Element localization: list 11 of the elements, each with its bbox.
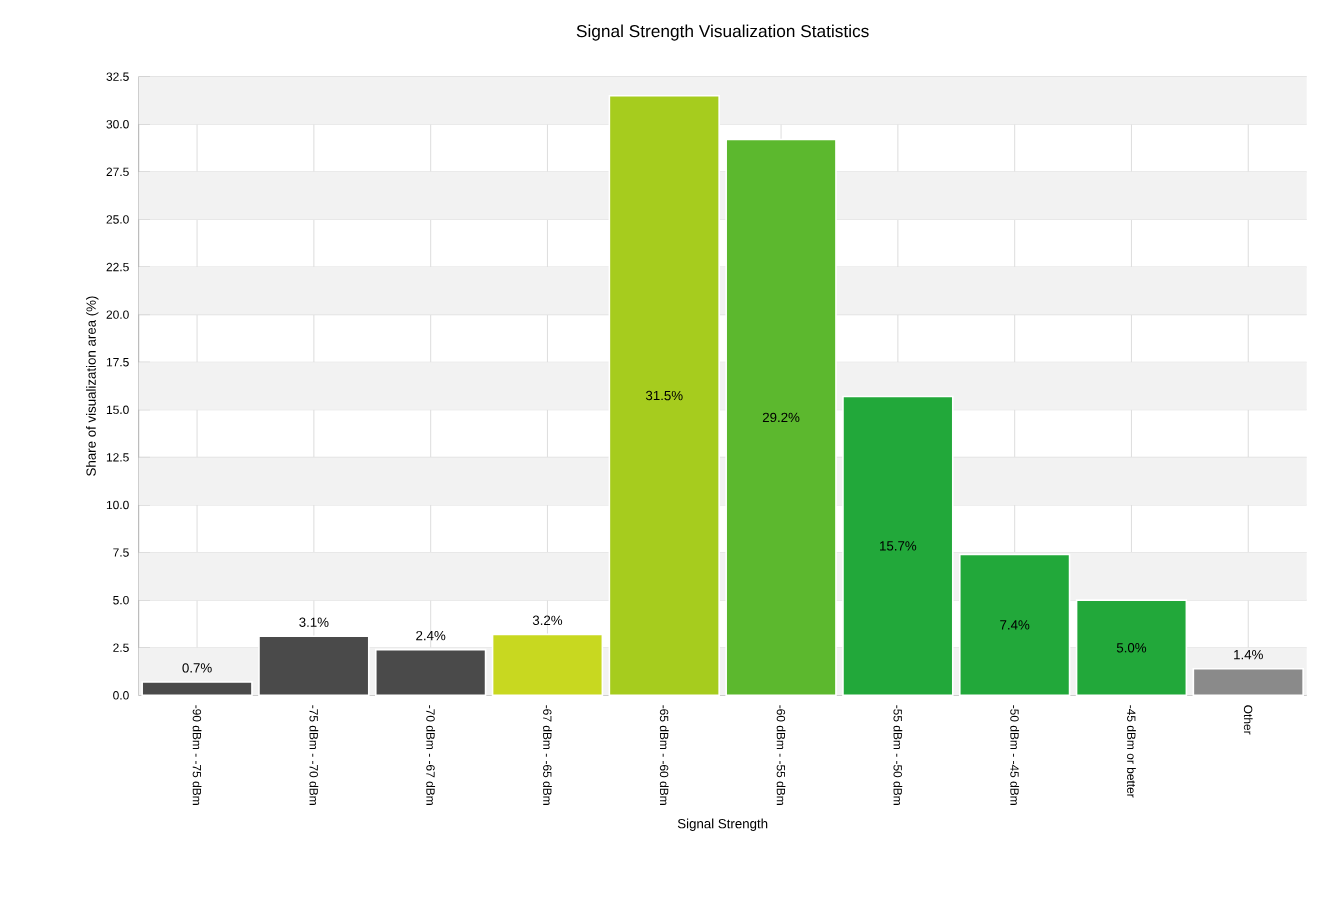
bar bbox=[141, 681, 253, 697]
bar bbox=[374, 648, 487, 697]
bar bbox=[725, 138, 837, 697]
bar bbox=[1192, 667, 1304, 697]
bar bbox=[491, 633, 604, 697]
bar bbox=[258, 635, 370, 697]
bar bbox=[842, 395, 954, 697]
bar bbox=[608, 94, 720, 697]
chart-title: Signal Strength Visualization Statistics bbox=[576, 24, 869, 41]
bar bbox=[1075, 599, 1188, 697]
bar bbox=[958, 553, 1071, 697]
